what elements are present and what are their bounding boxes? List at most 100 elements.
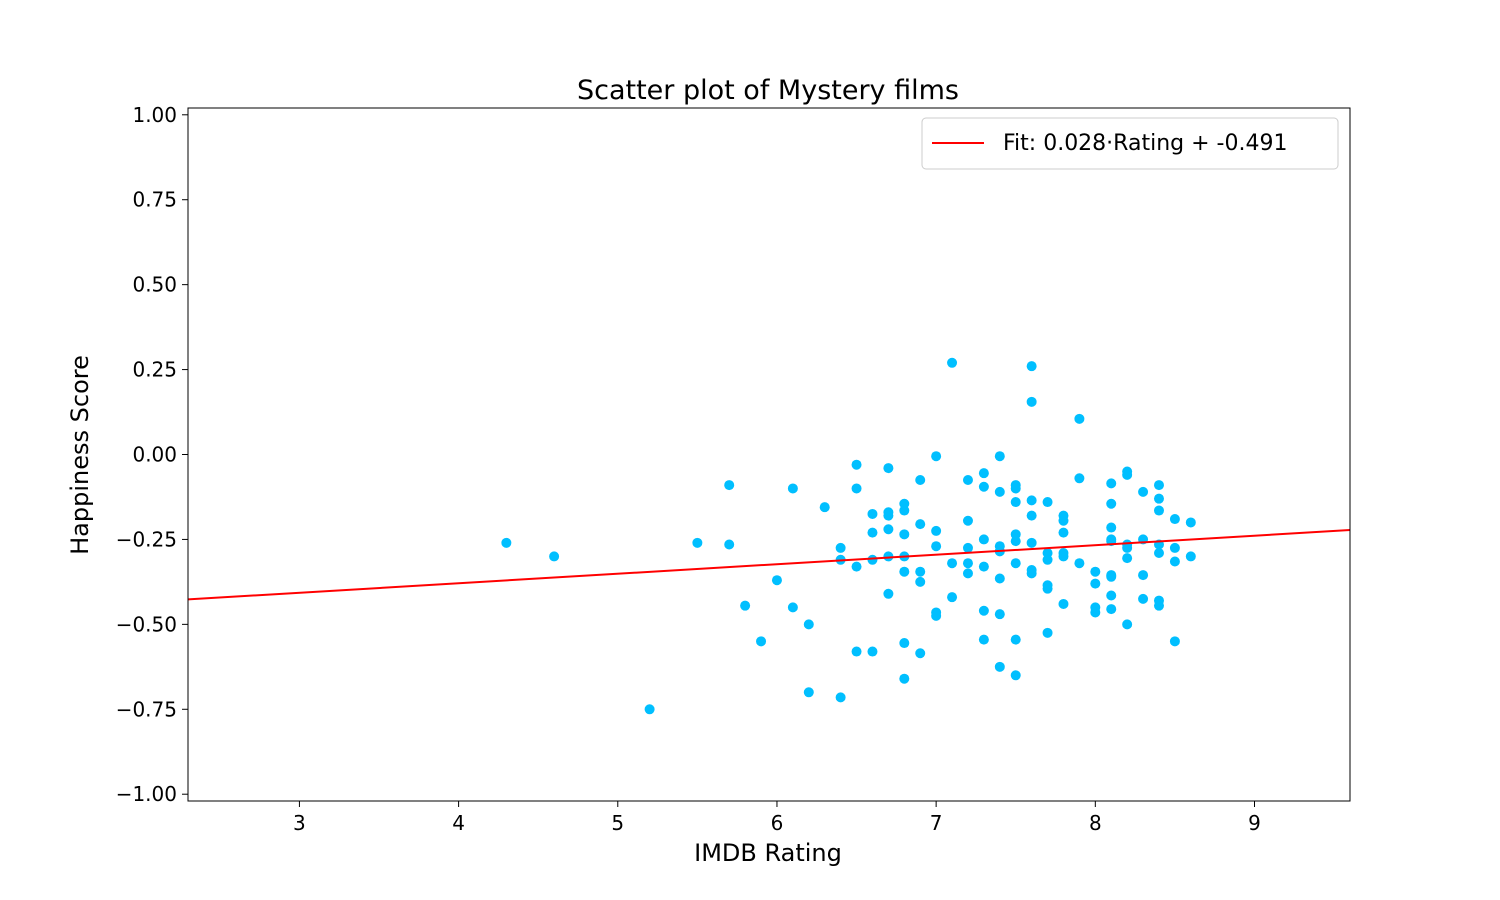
data-point: [962, 558, 973, 569]
data-point: [1185, 517, 1196, 528]
data-point: [1153, 505, 1164, 516]
data-point: [867, 527, 878, 538]
data-point: [1106, 590, 1117, 601]
data-point: [787, 483, 798, 494]
data-point: [994, 451, 1005, 462]
data-point: [644, 704, 655, 715]
data-point: [851, 646, 862, 657]
data-point: [994, 609, 1005, 620]
data-point: [1074, 413, 1085, 424]
data-point: [899, 638, 910, 649]
data-point: [1010, 670, 1021, 681]
data-point: [899, 566, 910, 577]
data-point: [978, 534, 989, 545]
data-point: [803, 619, 814, 630]
data-point: [803, 687, 814, 698]
y-tick-label: 0.50: [132, 273, 177, 297]
data-point: [883, 510, 894, 521]
data-point: [1026, 495, 1037, 506]
x-axis-label: IMDB Rating: [694, 839, 842, 867]
data-point: [1026, 537, 1037, 548]
y-tick-label: −0.75: [116, 697, 177, 721]
data-point: [1153, 548, 1164, 559]
data-point: [724, 539, 735, 550]
data-point: [1074, 558, 1085, 569]
data-point: [962, 568, 973, 579]
data-point: [1169, 556, 1180, 567]
data-point: [1026, 361, 1037, 372]
data-point: [1026, 568, 1037, 579]
data-point: [740, 600, 751, 611]
data-point: [1169, 636, 1180, 647]
data-point: [1169, 514, 1180, 525]
y-tick-label: 0.25: [132, 358, 177, 382]
legend-fit-label: Fit: 0.028·Rating + -0.491: [1003, 131, 1287, 156]
data-point: [915, 519, 926, 530]
data-point: [867, 554, 878, 565]
data-point: [962, 474, 973, 485]
y-tick-label: −0.25: [116, 527, 177, 551]
data-point: [819, 502, 830, 513]
data-point: [931, 541, 942, 552]
data-point: [1058, 551, 1069, 562]
data-point: [1106, 571, 1117, 582]
data-point: [835, 542, 846, 553]
data-point: [1042, 583, 1053, 594]
data-point: [994, 486, 1005, 497]
data-point: [1042, 497, 1053, 508]
x-tick-label: 8: [1089, 811, 1102, 835]
data-point: [1185, 551, 1196, 562]
data-point: [1106, 478, 1117, 489]
data-point: [1138, 486, 1149, 497]
data-point: [931, 525, 942, 536]
data-point: [851, 459, 862, 470]
data-point: [962, 515, 973, 526]
data-point: [851, 483, 862, 494]
fit-line: [188, 528, 1350, 601]
y-tick-label: −1.00: [116, 782, 177, 806]
data-point: [1010, 536, 1021, 547]
data-point: [978, 634, 989, 645]
data-point: [1122, 469, 1133, 480]
data-point: [883, 588, 894, 599]
data-point: [1042, 627, 1053, 638]
chart-title: Scatter plot of Mystery films: [577, 75, 959, 106]
data-point: [1106, 498, 1117, 509]
data-point: [1106, 604, 1117, 615]
data-point: [1010, 634, 1021, 645]
data-point: [947, 592, 958, 603]
data-point: [994, 661, 1005, 672]
data-point: [931, 451, 942, 462]
data-point: [1042, 554, 1053, 565]
data-point: [1122, 542, 1133, 553]
data-point: [1153, 493, 1164, 504]
data-point: [867, 508, 878, 519]
data-point: [915, 648, 926, 659]
data-point: [1074, 473, 1085, 484]
data-point: [947, 357, 958, 368]
data-point: [1090, 566, 1101, 577]
data-point: [1153, 600, 1164, 611]
x-tick-label: 6: [771, 811, 784, 835]
legend: Fit: 0.028·Rating + -0.491: [921, 117, 1339, 170]
data-point: [549, 551, 560, 562]
data-point: [756, 636, 767, 647]
x-tick-label: 3: [293, 811, 306, 835]
data-point: [899, 529, 910, 540]
data-point: [1138, 570, 1149, 581]
data-point: [501, 537, 512, 548]
data-point: [1169, 542, 1180, 553]
data-point: [724, 480, 735, 491]
data-point: [692, 537, 703, 548]
legend-box: [921, 117, 1339, 170]
data-point: [1122, 553, 1133, 564]
data-point: [931, 610, 942, 621]
data-point: [994, 573, 1005, 584]
data-point: [947, 558, 958, 569]
data-point: [1122, 619, 1133, 630]
data-point: [883, 463, 894, 474]
data-point: [915, 576, 926, 587]
data-point: [1090, 607, 1101, 618]
x-tick-label: 9: [1248, 811, 1261, 835]
